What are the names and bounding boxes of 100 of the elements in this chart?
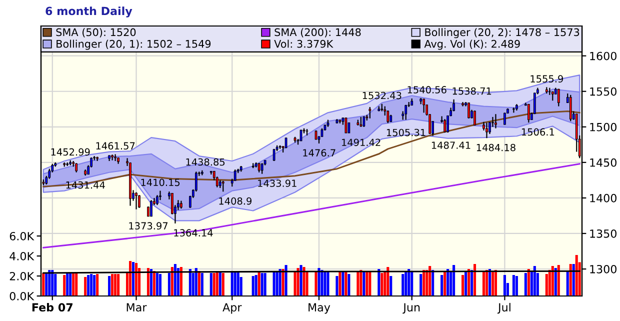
annotation: 1438.85 bbox=[186, 158, 225, 166]
y2-tick-label: 4.0K bbox=[10, 252, 34, 260]
bar bbox=[236, 272, 240, 296]
bar bbox=[84, 277, 87, 296]
bar bbox=[272, 272, 276, 296]
bar bbox=[72, 273, 75, 296]
candlestick bbox=[150, 200, 152, 217]
bar bbox=[402, 274, 404, 296]
bar bbox=[462, 275, 464, 296]
bar bbox=[314, 271, 318, 296]
bar bbox=[515, 276, 518, 296]
candlestick bbox=[159, 190, 162, 201]
bar bbox=[452, 265, 456, 296]
candlestick bbox=[114, 154, 116, 162]
bar bbox=[66, 273, 69, 296]
line-series bbox=[42, 110, 580, 188]
bar bbox=[150, 269, 153, 296]
annotation: 1452.99 bbox=[51, 148, 90, 156]
bar bbox=[69, 273, 72, 296]
chart-title: 6 month Daily bbox=[46, 6, 132, 18]
bar bbox=[446, 269, 450, 296]
x-tick-label: Jun bbox=[402, 303, 420, 314]
bar bbox=[551, 266, 554, 296]
bar bbox=[45, 273, 48, 296]
bar bbox=[569, 264, 572, 296]
candlestick bbox=[474, 110, 476, 126]
bar bbox=[482, 271, 486, 296]
candlestick bbox=[135, 192, 138, 210]
bar bbox=[278, 269, 282, 296]
bar bbox=[318, 268, 320, 296]
bar bbox=[420, 274, 422, 296]
bar bbox=[368, 271, 372, 296]
y-tick-label: 1500 bbox=[590, 122, 616, 132]
candlestick bbox=[557, 88, 560, 107]
candlestick bbox=[422, 98, 426, 114]
y-tick-label: 1600 bbox=[590, 52, 616, 60]
bar bbox=[42, 273, 45, 296]
y2-tick-label: 0.0K bbox=[10, 292, 34, 300]
bar bbox=[87, 275, 90, 296]
bar bbox=[390, 276, 392, 296]
candlestick bbox=[404, 104, 408, 120]
bar bbox=[260, 273, 264, 296]
bar bbox=[111, 274, 114, 296]
bar bbox=[440, 275, 444, 296]
bar bbox=[554, 268, 557, 296]
bar bbox=[384, 271, 386, 296]
annotation: 1410.15 bbox=[141, 178, 180, 186]
bar bbox=[170, 267, 174, 296]
annotation: 1476.7 bbox=[303, 149, 336, 157]
bar bbox=[158, 274, 162, 296]
candlestick bbox=[222, 180, 224, 192]
bar bbox=[575, 255, 578, 296]
legend-label: Avg. Vol (K): 2.489 bbox=[424, 40, 520, 50]
annotation: 1433.91 bbox=[258, 180, 296, 187]
bar bbox=[200, 273, 204, 296]
bar bbox=[188, 269, 192, 296]
bar bbox=[294, 272, 296, 296]
y2-tick-label: 6.0K bbox=[10, 232, 34, 240]
bar bbox=[366, 271, 368, 296]
annotation: 1555.9 bbox=[530, 75, 563, 83]
bar bbox=[212, 273, 216, 296]
bar bbox=[464, 272, 468, 296]
bar bbox=[296, 268, 300, 296]
bar bbox=[342, 272, 344, 296]
candlestick bbox=[528, 104, 530, 124]
annotation: 1505.31 bbox=[386, 128, 426, 136]
x-tick-label: Feb 07 bbox=[32, 302, 72, 312]
bar bbox=[51, 270, 54, 296]
bar bbox=[470, 270, 474, 296]
bar bbox=[218, 272, 222, 296]
bar bbox=[54, 274, 57, 296]
bar bbox=[380, 273, 384, 296]
candlestick bbox=[494, 114, 497, 129]
x-tick-label: Apr bbox=[222, 303, 242, 314]
annotation: 1487.41 bbox=[432, 142, 470, 149]
y-tick-label: 1400 bbox=[590, 194, 616, 202]
bar bbox=[512, 275, 515, 296]
bar bbox=[284, 265, 288, 296]
bar bbox=[96, 274, 99, 296]
candlestick bbox=[75, 162, 78, 173]
candlestick bbox=[258, 162, 260, 173]
bar bbox=[320, 270, 324, 296]
bar bbox=[356, 272, 360, 296]
candlestick bbox=[452, 98, 455, 112]
bar bbox=[254, 275, 258, 296]
bar bbox=[222, 273, 224, 296]
bar bbox=[134, 263, 138, 296]
candlestick bbox=[272, 148, 276, 162]
y-tick-label: 1450 bbox=[590, 158, 616, 167]
bar bbox=[548, 270, 551, 296]
bar bbox=[210, 273, 212, 296]
bar bbox=[216, 271, 218, 296]
bar bbox=[485, 270, 488, 296]
bar bbox=[152, 271, 156, 296]
annotation: 1491.42 bbox=[342, 138, 380, 146]
bar bbox=[108, 276, 111, 296]
annotation: 1484.18 bbox=[476, 144, 516, 152]
annotation: 1431.44 bbox=[66, 181, 105, 189]
bar bbox=[572, 264, 575, 296]
bar bbox=[252, 276, 254, 296]
